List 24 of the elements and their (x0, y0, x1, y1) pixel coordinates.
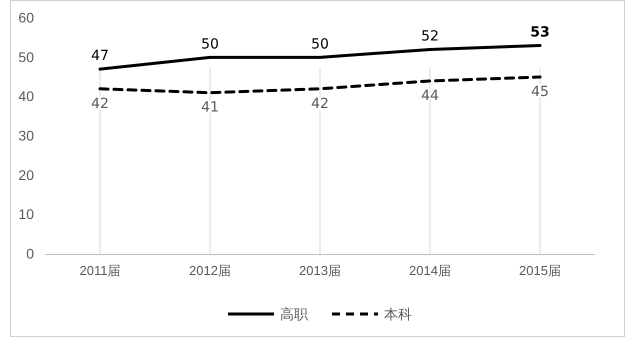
y-tick-label: 10 (18, 206, 34, 222)
x-tick-label: 2013届 (299, 263, 341, 278)
x-tick-label: 2012届 (189, 263, 231, 278)
x-tick-label: 2014届 (409, 263, 451, 278)
data-label: 42 (311, 96, 329, 112)
legend-label: 本科 (384, 307, 412, 323)
y-tick-label: 20 (18, 166, 34, 183)
y-tick-label: 50 (18, 48, 34, 65)
data-label: 42 (91, 96, 109, 112)
data-label: 53 (530, 24, 550, 41)
data-label: 45 (531, 84, 549, 100)
x-tick-label: 2015届 (519, 263, 561, 278)
data-label: 41 (201, 100, 219, 116)
data-label: 47 (91, 48, 109, 64)
data-label: 50 (201, 36, 219, 52)
y-tick-label: 60 (18, 9, 34, 26)
y-tick-label: 40 (18, 88, 34, 104)
data-label: 52 (421, 28, 439, 44)
legend-label: 高职 (280, 307, 308, 323)
data-label: 44 (421, 88, 439, 104)
y-tick-label: 30 (18, 127, 34, 144)
data-label: 50 (311, 36, 329, 52)
y-tick-label: 0 (26, 245, 34, 262)
x-tick-label: 2011届 (80, 263, 120, 278)
